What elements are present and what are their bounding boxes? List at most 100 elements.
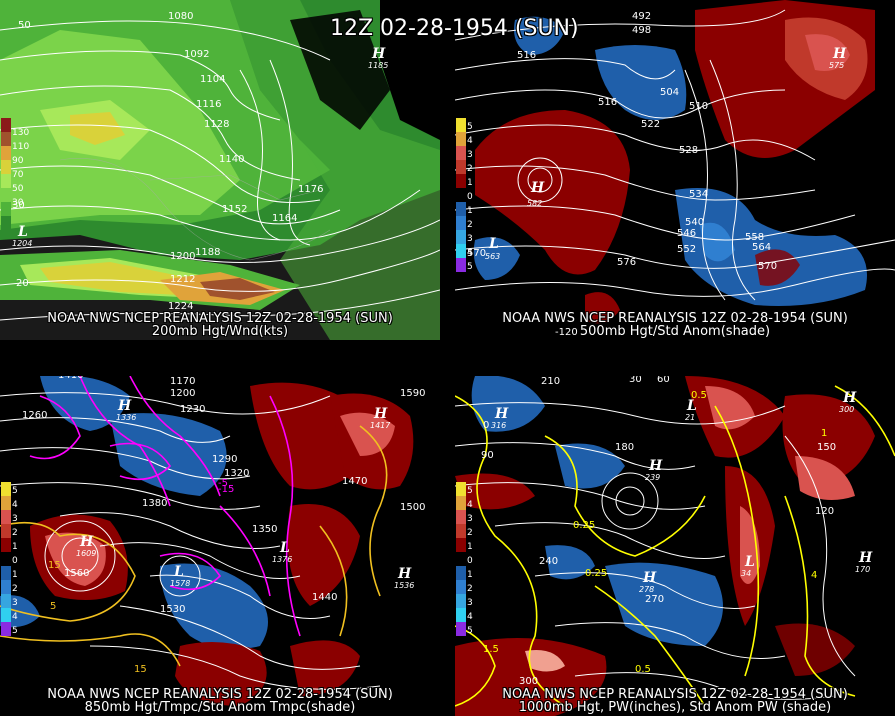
panel-source: NOAA NWS NCEP REANALYSIS 12Z 02-28-1954 … (502, 311, 848, 326)
height-label: 1176 (298, 184, 323, 195)
temp-label: 15 (134, 664, 147, 675)
height-label: 1560 (64, 568, 89, 579)
height-label: 120 (815, 506, 834, 517)
height-label: 1104 (200, 74, 225, 85)
longitude-label: -120 (555, 327, 578, 338)
low-marker: L (686, 398, 697, 414)
panel-source: NOAA NWS NCEP REANALYSIS 12Z 02-28-1954 … (47, 311, 393, 326)
panel-850mb: H 1336 H 1417 H 1609 H 1536 L 1376 L 157… (0, 376, 440, 716)
height-label: 1116 (196, 99, 221, 110)
height-label: 1164 (272, 213, 297, 224)
height-label: 528 (679, 145, 698, 156)
high-marker: H (79, 534, 94, 550)
misc-label: 30 (12, 200, 25, 211)
height-label: 516 (598, 97, 617, 108)
height-label: 576 (617, 257, 636, 268)
legend-labels: 130 110 90 70 50 30 (12, 128, 30, 208)
pw-label: 4 (811, 570, 817, 581)
high-marker: H (642, 570, 657, 586)
height-label: 564 (752, 242, 771, 253)
height-label: 1350 (252, 524, 277, 535)
height-label: 570 (758, 261, 777, 272)
high-marker: H (371, 46, 386, 62)
panel-source: NOAA NWS NCEP REANALYSIS 12Z 02-28-1954 … (502, 687, 848, 702)
height-label: 1200 (170, 388, 195, 399)
height-label: 270 (645, 594, 664, 605)
low-marker: L (17, 224, 28, 240)
pw-label: 1 (821, 428, 827, 439)
high-value: 1185 (368, 61, 388, 70)
height-label: 1092 (184, 49, 209, 60)
height-label: 90 (481, 450, 494, 461)
height-label: 210 (541, 376, 560, 387)
legend-anomaly (1, 482, 11, 636)
height-label: 30 (629, 376, 642, 385)
high-value: 239 (645, 473, 660, 482)
height-label: 1140 (219, 154, 244, 165)
height-label: 558 (745, 232, 764, 243)
height-label: 1470 (342, 476, 367, 487)
high-value: 1536 (394, 581, 414, 590)
height-label: 60 (657, 376, 670, 385)
map-1000mb: H 316 H 239 H 278 H 170 H 300 L 21 L 34 … (455, 376, 895, 716)
low-value: 21 (685, 413, 695, 422)
high-value: 582 (527, 199, 542, 208)
map-500mb: H 575 H 582 L 563 570 516 -120 492 498 5… (455, 0, 895, 340)
panel-field: 200mb Hgt/Wnd(kts) (151, 324, 289, 339)
legend-wind (1, 118, 11, 230)
height-label: 1200 (170, 251, 195, 262)
low-value: 563 (485, 252, 500, 261)
height-label: 180 (615, 442, 634, 453)
misc-label: 20 (16, 278, 29, 289)
map-850mb: H 1336 H 1417 H 1609 H 1536 L 1376 L 157… (0, 376, 440, 716)
low-marker: L (488, 236, 499, 252)
height-label: 522 (641, 119, 660, 130)
temp-label: 5 (50, 601, 56, 612)
height-label: 492 (632, 11, 651, 22)
height-label: 498 (632, 25, 651, 36)
height-label: 1320 (224, 468, 249, 479)
pw-label: 0.5 (635, 664, 651, 675)
low-value: 34 (741, 569, 751, 578)
height-label: 1230 (180, 404, 205, 415)
misc-label: 50 (18, 20, 31, 31)
low-marker: L (744, 554, 755, 570)
high-value: 300 (839, 405, 854, 414)
temp-label: -5 (218, 478, 228, 489)
height-label: 150 (817, 442, 836, 453)
height-label: 1212 (170, 274, 195, 285)
high-marker: H (648, 458, 663, 474)
low-value: 1578 (170, 579, 190, 588)
height-label: 1500 (400, 502, 425, 513)
temp-label: -15 (218, 484, 234, 495)
panel-source: NOAA NWS NCEP REANALYSIS 12Z 02-28-1954 … (47, 687, 393, 702)
high-value: 278 (639, 585, 654, 594)
high-marker: H (832, 46, 847, 62)
high-value: 575 (829, 61, 844, 70)
high-marker: H (397, 566, 412, 582)
page-title: 12Z 02-28-1954 (SUN) (330, 16, 579, 41)
high-marker: H (117, 398, 132, 414)
high-marker: H (494, 406, 509, 422)
high-value: 316 (491, 421, 506, 430)
height-label: 1080 (168, 11, 193, 22)
height-label: 552 (677, 244, 696, 255)
low-label: 570 (467, 248, 486, 259)
height-label: 540 (685, 217, 704, 228)
height-label: 1380 (142, 498, 167, 509)
height-label: 300 (519, 676, 538, 687)
low-marker: L (173, 564, 184, 580)
height-label: 1170 (170, 376, 195, 387)
height-label: 504 (660, 87, 679, 98)
panel-field: 1000mb Hgt, PW(inches), Std Anom PW (sha… (518, 700, 832, 715)
panel-200mb: H 1185 L 1204 1080 1092 1104 1116 1128 1… (0, 0, 440, 340)
high-value: 170 (855, 565, 870, 574)
map-200mb: H 1185 L 1204 1080 1092 1104 1116 1128 1… (0, 0, 440, 340)
high-marker: H (858, 550, 873, 566)
high-value: 1609 (76, 549, 96, 558)
height-label: 0 (483, 420, 489, 431)
height-label: 516 (517, 50, 536, 61)
height-label: 1290 (212, 454, 237, 465)
